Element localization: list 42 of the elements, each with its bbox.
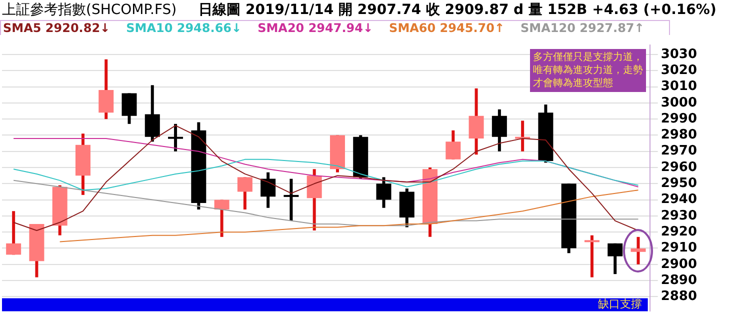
y-tick-label: 2900 <box>660 256 698 272</box>
candlestick <box>260 172 276 208</box>
y-tick-label: 3010 <box>660 79 698 94</box>
y-tick-label: 2930 <box>660 208 698 224</box>
chart-title: 上証參考指數(SHCOMP.FS) <box>2 2 177 18</box>
y-tick-label: 3020 <box>660 63 698 78</box>
candlestick <box>284 178 299 221</box>
y-tick-label: 3030 <box>660 46 698 62</box>
text: SMA10 2948.66↓ <box>126 21 242 35</box>
candlestick <box>630 236 646 264</box>
text: SMA5 2920.82↓ <box>3 21 110 35</box>
y-tick-label: 2910 <box>660 240 698 256</box>
text: SMA60 2945.70↑ <box>389 21 505 35</box>
y-tick-label: 2950 <box>660 176 698 192</box>
candlestick <box>446 130 461 160</box>
y-tick-label: 2980 <box>660 128 698 143</box>
candlestick <box>122 93 137 124</box>
y-tick-label: 3000 <box>660 95 698 110</box>
y-tick-label: 2960 <box>660 160 698 175</box>
y-tick-label: 2890 <box>660 272 698 288</box>
text: SMA120 2927.87↑ <box>520 21 644 35</box>
y-tick-label: 2970 <box>660 144 698 159</box>
candlestick <box>306 169 322 230</box>
candlestick <box>608 243 623 274</box>
candlestick <box>144 85 160 142</box>
y-tick-label: 2880 <box>660 289 698 304</box>
chart-subtitle: 日線圖 2019/11/14 開 2907.74 收 2909.87 d 量 152B +4.63 (+0.16%) <box>198 2 716 18</box>
candlestick <box>98 59 114 120</box>
candlestick <box>468 88 484 155</box>
candlestick <box>168 124 184 152</box>
candlestick <box>6 211 22 255</box>
band-label: 缺口支撐 <box>598 298 642 311</box>
y-tick-label: 2940 <box>660 192 698 208</box>
candlestick <box>376 177 392 208</box>
y-tick-label: 2990 <box>660 111 698 126</box>
candlestick <box>492 109 507 152</box>
candlestick <box>237 177 252 210</box>
text: SMA20 2947.94↓ <box>258 21 374 35</box>
annotation: 多方僅僅只是支撐力道，唯有轉為進攻力道，走勢才會轉為進攻型態 <box>530 48 646 92</box>
candlestick <box>584 235 600 278</box>
candlestick <box>214 200 230 237</box>
y-tick-label: 2920 <box>660 224 698 240</box>
